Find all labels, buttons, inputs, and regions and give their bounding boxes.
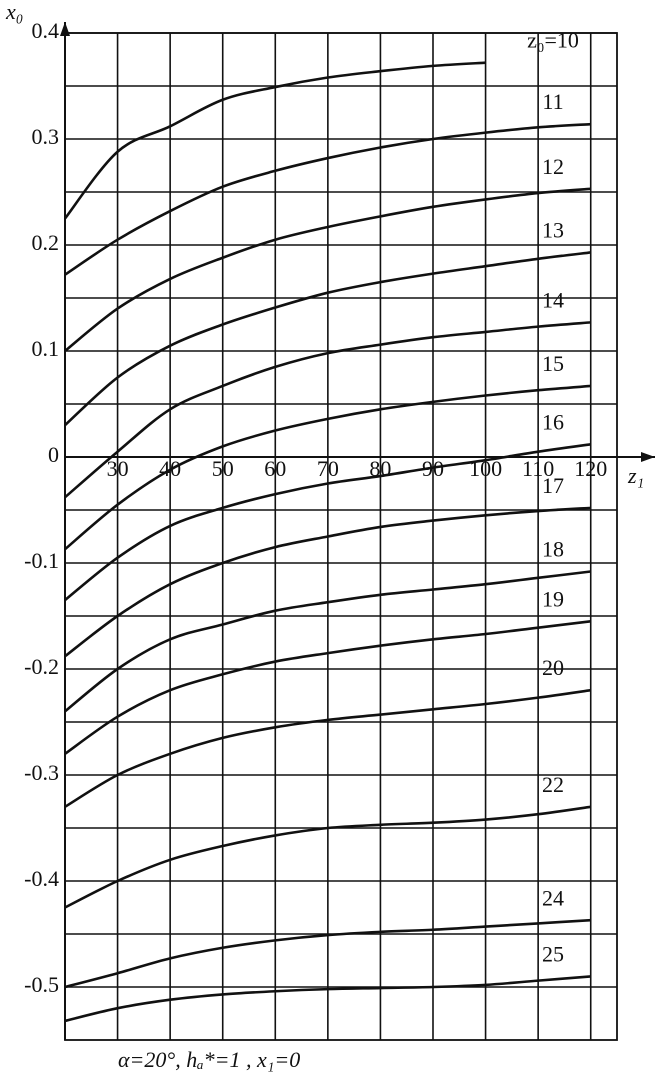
x-tick-label: 110 <box>522 456 554 481</box>
curve-label: 15 <box>542 351 564 376</box>
y-tick-label: -0.1 <box>24 548 59 573</box>
curve <box>64 187 591 353</box>
curve <box>64 570 591 713</box>
y-tick-label: -0.5 <box>24 972 59 997</box>
x-tick-label: 60 <box>264 456 286 481</box>
y-tick-label: -0.2 <box>24 654 59 679</box>
curve <box>64 506 591 658</box>
y-axis-arrow <box>60 22 70 36</box>
curve-label: 12 <box>542 154 564 179</box>
footnote: α=20°, hₐ*=1 , x₁=0 <box>118 1047 300 1072</box>
x-tick-label: 30 <box>107 456 129 481</box>
curve-label: 19 <box>542 586 564 611</box>
curve-label: 13 <box>542 217 564 242</box>
curve <box>64 620 591 755</box>
y-tick-label: 0.2 <box>32 230 60 255</box>
curve-label: 24 <box>542 885 564 910</box>
x-tick-label: 50 <box>212 456 234 481</box>
curve <box>64 688 591 808</box>
y-tick-label: 0.3 <box>32 124 60 149</box>
y-tick-label: -0.3 <box>24 760 59 785</box>
curve-label: 11 <box>542 89 563 114</box>
x-axis-arrow <box>641 452 655 462</box>
curve-label: 17 <box>542 473 564 498</box>
curve <box>63 61 486 220</box>
curve-label: 16 <box>542 409 564 434</box>
curve-label: 14 <box>542 287 564 312</box>
y-tick-label: -0.4 <box>24 866 59 891</box>
curve <box>64 122 591 276</box>
curve-label: 22 <box>542 772 564 797</box>
curve <box>64 251 591 427</box>
x-tick-label: 120 <box>574 456 607 481</box>
curve-label: 20 <box>542 655 564 680</box>
y-tick-label: 0.1 <box>32 336 60 361</box>
curve <box>64 321 591 499</box>
curve <box>64 384 591 551</box>
y-axis-label: x₀ <box>5 0 23 24</box>
x-axis-label: z₁ <box>627 463 644 488</box>
curve <box>64 805 591 909</box>
curve-label: 18 <box>542 537 564 562</box>
y-tick-label: 0 <box>48 442 59 467</box>
curve-label: z₀=10 <box>527 28 579 53</box>
curve-label: 25 <box>542 941 564 966</box>
curve <box>64 975 591 1023</box>
x-tick-label: 70 <box>317 456 339 481</box>
curve <box>64 442 591 602</box>
curve <box>64 918 591 989</box>
y-tick-label: 0.4 <box>32 18 60 43</box>
